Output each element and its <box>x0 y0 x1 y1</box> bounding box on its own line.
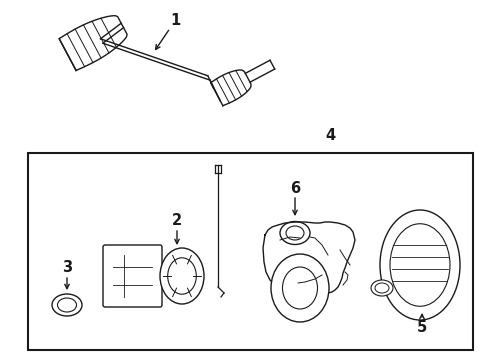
Bar <box>28 153 473 350</box>
Ellipse shape <box>160 248 204 304</box>
Polygon shape <box>211 70 251 106</box>
Ellipse shape <box>280 221 310 244</box>
Ellipse shape <box>380 210 460 320</box>
FancyBboxPatch shape <box>103 245 162 307</box>
Ellipse shape <box>371 280 393 296</box>
Text: 5: 5 <box>417 320 427 336</box>
Text: 3: 3 <box>62 261 72 275</box>
Text: 1: 1 <box>170 13 180 27</box>
Text: 4: 4 <box>325 127 335 143</box>
Ellipse shape <box>271 254 329 322</box>
Polygon shape <box>263 222 355 293</box>
Text: 6: 6 <box>290 180 300 195</box>
Polygon shape <box>59 16 127 71</box>
Text: 2: 2 <box>172 212 182 228</box>
Ellipse shape <box>52 294 82 316</box>
